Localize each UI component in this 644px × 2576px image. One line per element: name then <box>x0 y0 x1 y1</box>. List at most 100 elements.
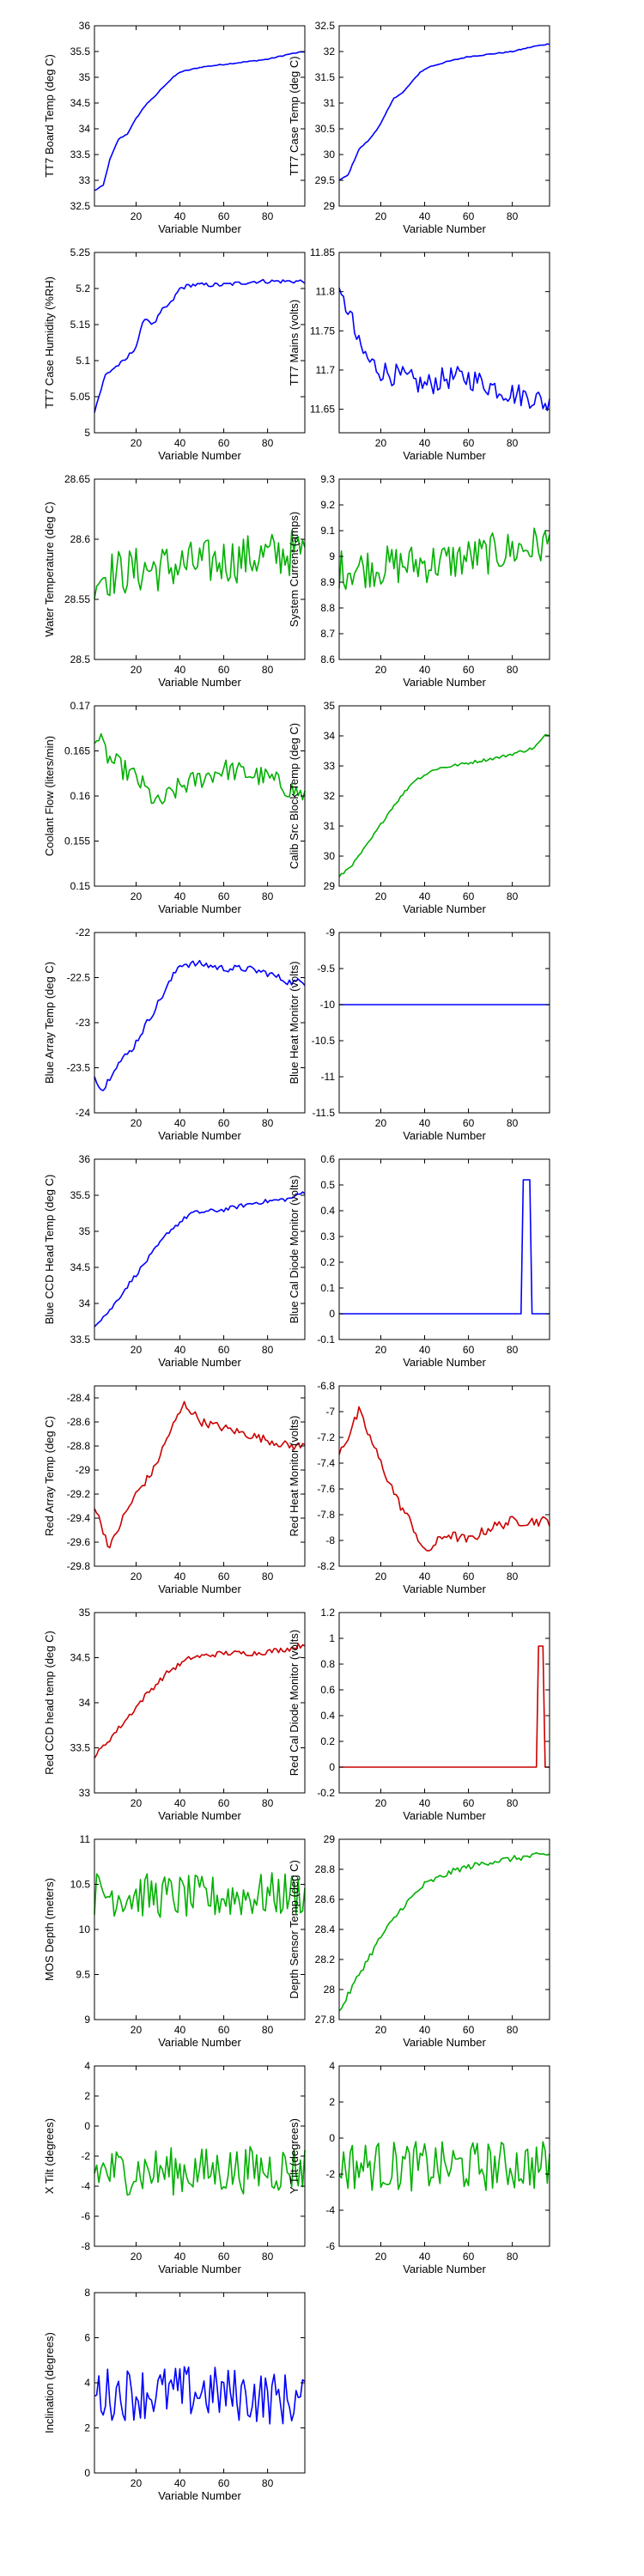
y-tick-label: 6 <box>84 2332 90 2344</box>
y-tick-label: 30 <box>324 149 336 161</box>
y-tick-label: 5.2 <box>76 283 90 295</box>
y-tick-label: 35 <box>324 700 336 712</box>
x-tick-label: 40 <box>419 210 431 222</box>
y-tick-label: 2 <box>329 2096 335 2108</box>
x-tick-label: 80 <box>262 210 274 222</box>
x-axis-label: Variable Number <box>403 449 486 462</box>
y-tick-label: -7.8 <box>317 1509 335 1521</box>
y-tick-label: 0 <box>84 2120 90 2132</box>
x-axis-label: Variable Number <box>158 1356 241 1369</box>
y-tick-label: -22.5 <box>67 972 91 984</box>
x-tick-label: 40 <box>174 1571 186 1583</box>
panel-4: 11.65 11.7 11.75 11.8 11.85 20 40 60 80 Variable … <box>288 246 550 462</box>
y-tick-label: 35.5 <box>70 1189 91 1201</box>
x-tick-label: 80 <box>262 1571 274 1583</box>
y-tick-label: -29.2 <box>67 1488 91 1500</box>
y-tick-label: 0.3 <box>320 1230 335 1242</box>
y-axis-label: TT7 Board Temp (deg C) <box>43 54 56 178</box>
y-tick-label: 32.5 <box>70 200 91 212</box>
plot-frame <box>338 252 550 434</box>
panel-5: 28.5 28.55 28.6 28.65 20 40 60 80 Variable Numbe… <box>43 473 306 689</box>
x-tick-label: 80 <box>507 890 519 902</box>
x-tick-label: 60 <box>218 2477 230 2489</box>
plot-frame <box>94 1385 306 1567</box>
x-tick-label: 40 <box>419 1344 431 1356</box>
x-tick-label: 40 <box>419 437 431 449</box>
plot-frame <box>94 705 306 887</box>
x-axis-label: Variable Number <box>403 1356 486 1369</box>
x-tick-label: 20 <box>131 664 143 676</box>
y-tick-label: 4 <box>84 2060 90 2072</box>
series-line <box>94 51 305 191</box>
x-tick-label: 60 <box>218 210 230 222</box>
x-tick-label: 60 <box>218 1344 230 1356</box>
panel-14: -8.2 -8 -7.8 -7.6 -7.4 -7.2 -7 -6.8 20 40 60 80 Vari… <box>288 1380 550 1595</box>
series-line <box>94 278 306 413</box>
y-tick-label: 2 <box>84 2422 90 2434</box>
y-tick-label: -8.2 <box>317 1560 335 1572</box>
panel-19: -8 -6 -4 -2 0 2 4 20 40 60 80 Variable Number X Tilt… <box>43 2060 306 2275</box>
x-axis-label: Variable Number <box>158 1809 241 1822</box>
x-axis-label: Variable Number <box>158 902 241 915</box>
series-line <box>338 43 550 181</box>
y-tick-label: 5.1 <box>76 355 90 367</box>
x-tick-label: 20 <box>131 2477 143 2489</box>
y-tick-label: -6.8 <box>317 1380 335 1392</box>
x-tick-label: 80 <box>507 1797 519 1809</box>
y-tick-label: -7.2 <box>317 1431 335 1443</box>
series-line <box>94 1872 306 1918</box>
x-tick-label: 20 <box>131 1797 143 1809</box>
plot-frame <box>94 25 306 207</box>
x-tick-label: 40 <box>419 1117 431 1129</box>
y-tick-label: -29.8 <box>67 1560 91 1572</box>
x-tick-label: 20 <box>375 210 387 222</box>
y-tick-label: 33 <box>79 174 91 186</box>
y-tick-label: 0.1 <box>320 1282 335 1294</box>
x-tick-label: 20 <box>375 664 387 676</box>
y-tick-label: 34.5 <box>70 97 91 109</box>
x-tick-label: 20 <box>375 437 387 449</box>
y-tick-label: 31 <box>324 97 336 109</box>
x-axis-label: Variable Number <box>403 1809 486 1822</box>
x-tick-label: 60 <box>218 1117 230 1129</box>
x-axis-label: Variable Number <box>403 902 486 915</box>
plot-frame <box>338 932 550 1114</box>
series-line <box>338 288 550 411</box>
y-tick-label: 34.5 <box>70 1652 91 1664</box>
x-tick-label: 40 <box>174 664 186 676</box>
plot-frame <box>338 705 550 887</box>
y-tick-label: -9.5 <box>317 963 335 975</box>
plot-frame <box>94 1158 306 1340</box>
series-line <box>338 1852 550 2012</box>
x-tick-label: 80 <box>262 890 274 902</box>
y-tick-label: -2 <box>325 2168 335 2180</box>
x-tick-label: 80 <box>262 1117 274 1129</box>
panel-16: -0.2 0 0.2 0.4 0.6 0.8 1 1.2 20 40 60 80 Variable Nu… <box>288 1607 550 1822</box>
x-tick-label: 80 <box>262 437 274 449</box>
x-tick-label: 60 <box>218 2024 230 2036</box>
x-tick-label: 20 <box>375 1571 387 1583</box>
y-tick-label: 35.5 <box>70 46 91 58</box>
x-tick-label: 60 <box>463 437 475 449</box>
panel-21: 0 2 4 6 8 20 40 60 80 Variable Number Inclination … <box>43 2287 306 2502</box>
y-tick-label: -6 <box>325 2240 335 2252</box>
y-tick-label: 9.2 <box>320 499 335 511</box>
y-tick-label: -0.2 <box>317 1787 335 1799</box>
y-tick-label: -29.6 <box>67 1536 91 1548</box>
series-line <box>339 1179 550 1315</box>
x-tick-label: 40 <box>174 890 186 902</box>
y-tick-label: 29 <box>324 1833 336 1845</box>
y-tick-label: 0 <box>329 2132 335 2144</box>
plot-frame <box>338 478 550 660</box>
y-tick-label: 0.5 <box>320 1179 335 1191</box>
y-tick-label: 11.75 <box>310 325 335 337</box>
y-tick-label: 28.4 <box>315 1923 336 1935</box>
y-tick-label: -22 <box>76 927 91 939</box>
x-tick-label: 40 <box>419 2024 431 2036</box>
y-tick-label: -28.8 <box>67 1440 91 1452</box>
y-axis-label: Blue Heat Monitor (volts) <box>288 961 301 1084</box>
y-tick-label: -6 <box>81 2210 90 2222</box>
x-tick-label: 60 <box>463 1344 475 1356</box>
x-axis-label: Variable Number <box>158 1129 241 1142</box>
y-axis-label: System Current (amps) <box>288 512 301 627</box>
